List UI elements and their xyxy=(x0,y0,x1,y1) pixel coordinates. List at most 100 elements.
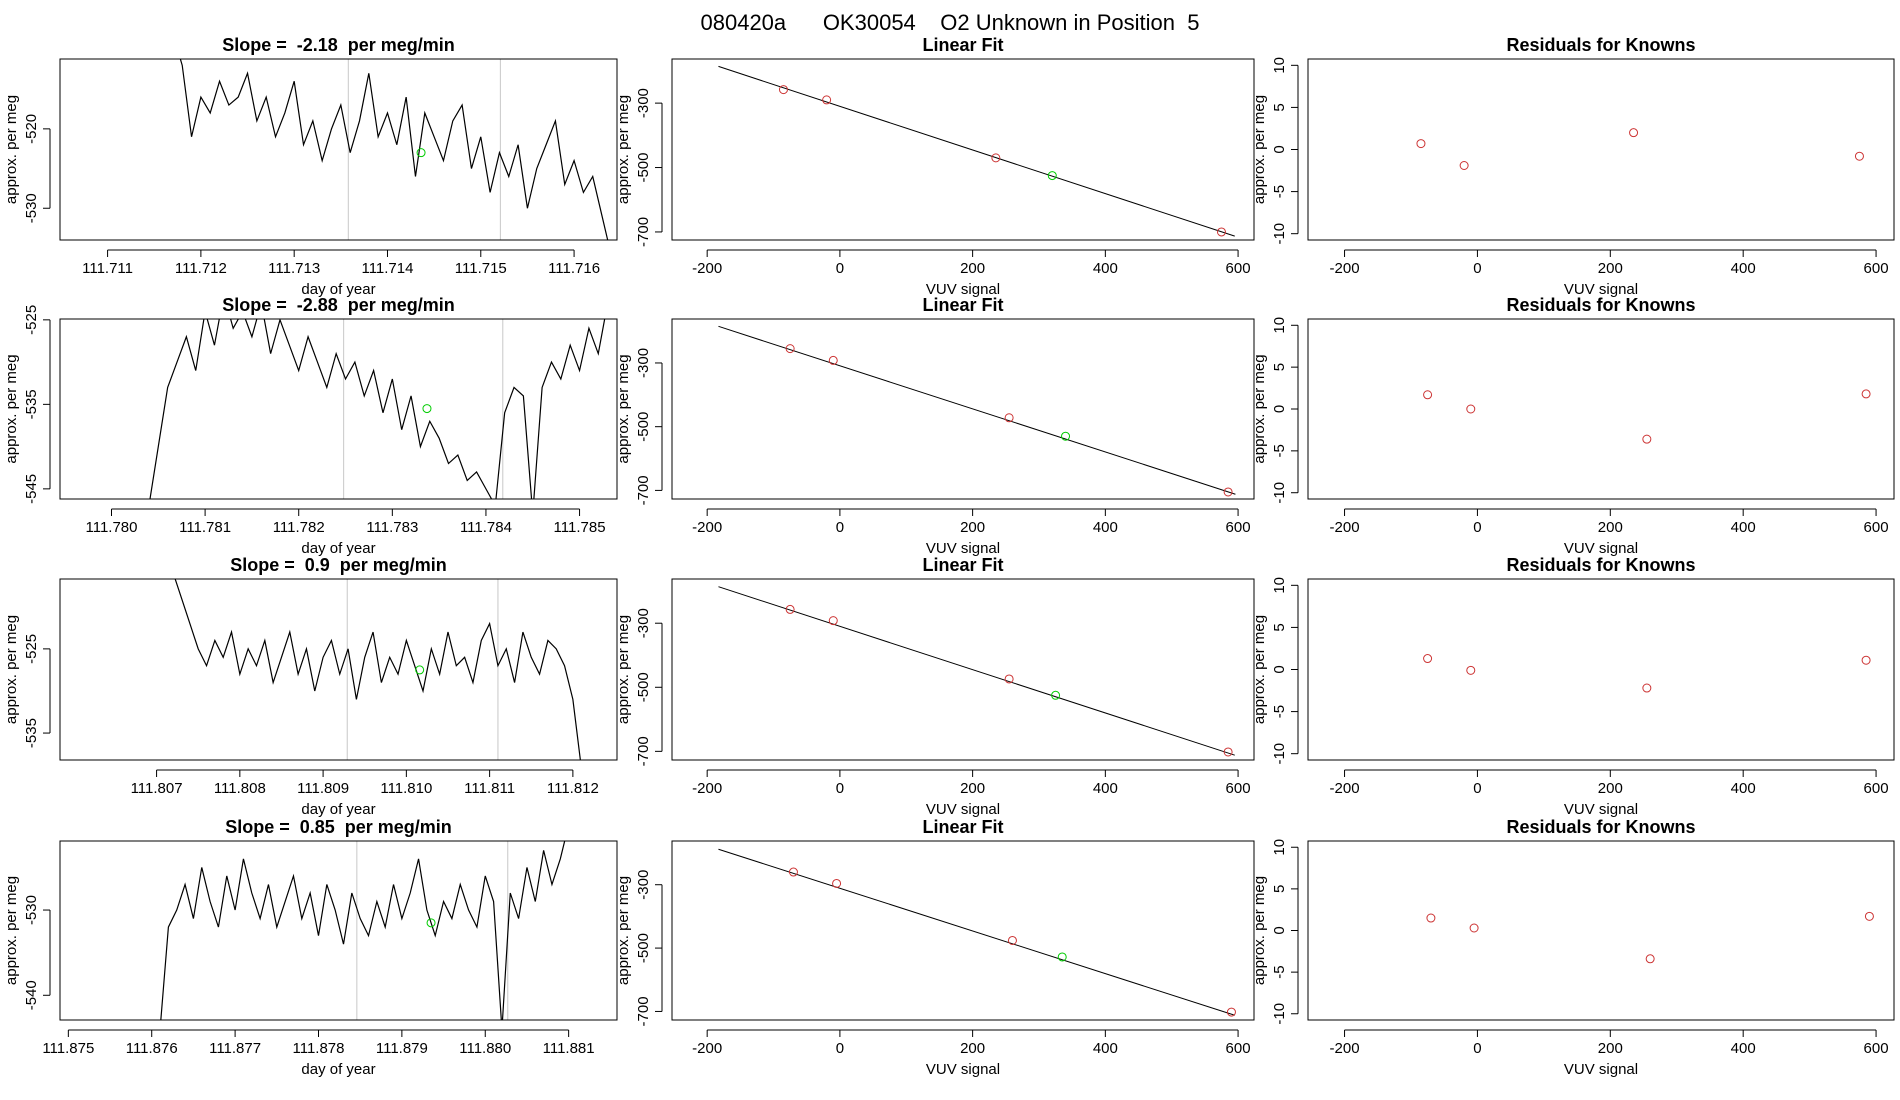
x-tick-label: 600 xyxy=(1226,260,1251,277)
x-tick-label: 111.783 xyxy=(366,519,418,536)
x-tick-label: 0 xyxy=(1473,1040,1481,1057)
x-tick-label: 111.879 xyxy=(376,1040,428,1057)
y-tick-label: -525 xyxy=(23,305,40,335)
y-tick-label: -300 xyxy=(635,348,652,378)
x-tick-label: 0 xyxy=(1473,260,1481,277)
fit-line xyxy=(718,325,1236,495)
x-tick-label: 0 xyxy=(836,260,844,277)
x-tick-label: 111.713 xyxy=(268,260,320,277)
x-tick-label: 111.875 xyxy=(42,1040,94,1057)
x-tick-label: 400 xyxy=(1731,780,1756,797)
x-tick-label: 0 xyxy=(1473,780,1481,797)
x-tick-label: 600 xyxy=(1226,519,1251,536)
data-line xyxy=(174,579,581,760)
plot-frame xyxy=(59,578,618,761)
y-tick-label: -700 xyxy=(635,996,652,1026)
data-point xyxy=(1004,674,1014,684)
y-tick-label: 10 xyxy=(1271,577,1288,594)
x-tick-label: 400 xyxy=(1731,1040,1756,1057)
data-point xyxy=(1642,434,1652,444)
y-axis-label: approx. per meg xyxy=(1251,354,1268,463)
unknown-point xyxy=(1061,431,1071,441)
y-tick-label: -10 xyxy=(1271,743,1288,765)
y-axis-label: approx. per meg xyxy=(1251,876,1268,985)
panel: Slope = -2.18 per meg/min day of year appr… xyxy=(3,35,618,298)
data-point xyxy=(828,355,838,365)
panel-title: Linear Fit xyxy=(922,295,1003,315)
plot-area xyxy=(718,65,1235,237)
panel-title: Residuals for Knowns xyxy=(1506,35,1695,55)
plot-frame xyxy=(671,318,1255,500)
x-tick-label: 111.715 xyxy=(455,260,507,277)
x-tick-label: 600 xyxy=(1226,1040,1251,1057)
x-axis-label: VUV signal xyxy=(1564,540,1638,557)
unknown-point xyxy=(416,148,426,158)
panel-title: Slope = -2.88 per meg/min xyxy=(222,295,455,315)
plot-frame xyxy=(671,840,1255,1021)
x-tick-label: 111.812 xyxy=(547,780,599,797)
x-tick-label: 200 xyxy=(1598,1040,1623,1057)
x-tick-label: 0 xyxy=(836,780,844,797)
y-tick-label: -5 xyxy=(1271,444,1288,457)
panel-title: Slope = 0.85 per meg/min xyxy=(225,817,452,837)
y-tick-label: -300 xyxy=(635,88,652,118)
data-point xyxy=(1004,413,1014,423)
x-tick-label: -200 xyxy=(692,260,722,277)
x-tick-label: -200 xyxy=(692,780,722,797)
data-point xyxy=(832,878,842,888)
figure-title: 080420a OK30054 O2 Unknown in Position 5 xyxy=(701,10,1200,35)
x-tick-label: 111.876 xyxy=(126,1040,178,1057)
x-tick-label: 111.785 xyxy=(554,519,606,536)
x-axis-label: VUV signal xyxy=(1564,801,1638,818)
y-tick-label: -545 xyxy=(23,474,40,504)
x-tick-label: 111.781 xyxy=(179,519,231,536)
x-tick-label: 111.807 xyxy=(131,780,183,797)
y-axis-label: approx. per meg xyxy=(1251,615,1268,724)
data-point xyxy=(1469,923,1479,933)
y-tick-label: 5 xyxy=(1271,103,1288,111)
x-tick-label: -200 xyxy=(1330,780,1360,797)
plot-frame xyxy=(671,58,1255,241)
data-point xyxy=(1642,683,1652,693)
data-point xyxy=(1861,389,1871,399)
panel-title: Linear Fit xyxy=(922,817,1003,837)
x-tick-label: 200 xyxy=(960,519,985,536)
x-tick-label: 600 xyxy=(1864,519,1889,536)
plot-area xyxy=(174,579,581,760)
plot-area xyxy=(718,586,1235,757)
y-tick-label: -300 xyxy=(635,608,652,638)
y-tick-label: -700 xyxy=(635,736,652,766)
y-tick-label: 10 xyxy=(1271,57,1288,74)
panel: Linear Fit VUV signal approx. per meg -200 0… xyxy=(615,555,1255,818)
data-point xyxy=(785,344,795,354)
x-tick-label: 0 xyxy=(1473,519,1481,536)
y-tick-label: -5 xyxy=(1271,185,1288,198)
unknown-point xyxy=(1057,952,1067,962)
plot-frame xyxy=(1307,840,1895,1021)
y-tick-label: 10 xyxy=(1271,317,1288,334)
y-axis-label: approx. per meg xyxy=(615,95,632,204)
panel: Linear Fit VUV signal approx. per meg -200 0… xyxy=(615,295,1255,557)
fit-line xyxy=(718,586,1235,756)
y-tick-label: -540 xyxy=(23,980,40,1010)
panel-title: Linear Fit xyxy=(922,35,1003,55)
plot-area xyxy=(718,325,1236,497)
x-tick-label: 111.877 xyxy=(209,1040,261,1057)
y-tick-label: -10 xyxy=(1271,223,1288,245)
x-tick-label: -200 xyxy=(692,1040,722,1057)
plot-frame xyxy=(671,578,1255,761)
y-tick-label: -700 xyxy=(635,217,652,247)
panel: Residuals for Knowns VUV signal approx. pe… xyxy=(1251,35,1895,298)
y-tick-label: -530 xyxy=(23,895,40,925)
y-axis-label: approx. per meg xyxy=(3,615,20,724)
data-point xyxy=(1216,227,1226,237)
data-point xyxy=(1864,911,1874,921)
y-tick-label: 5 xyxy=(1271,885,1288,893)
panel-title: Residuals for Knowns xyxy=(1506,555,1695,575)
panel: Slope = 0.9 per meg/min day of year approx… xyxy=(3,555,618,818)
y-tick-label: -530 xyxy=(23,193,40,223)
x-tick-label: 111.782 xyxy=(273,519,325,536)
x-axis-label: VUV signal xyxy=(926,801,1000,818)
x-tick-label: -200 xyxy=(692,519,722,536)
data-point xyxy=(828,616,838,626)
